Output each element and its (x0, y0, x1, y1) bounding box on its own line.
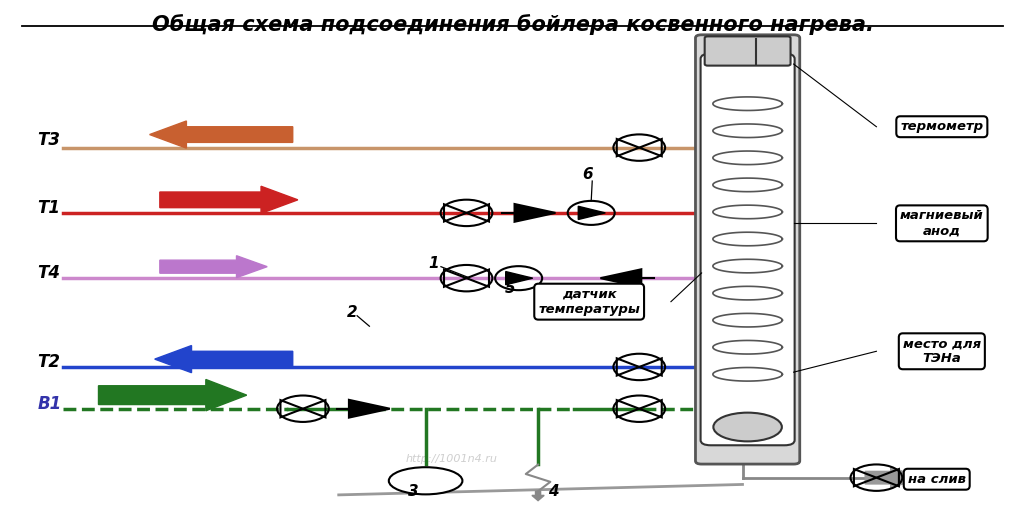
Text: В1: В1 (37, 395, 62, 413)
Text: 5: 5 (504, 281, 515, 296)
FancyArrow shape (160, 186, 298, 213)
Polygon shape (578, 206, 606, 219)
Text: Т3: Т3 (37, 131, 60, 149)
Text: место для
ТЭНа: место для ТЭНа (903, 337, 981, 365)
Text: 2: 2 (346, 306, 358, 320)
Ellipse shape (388, 467, 462, 495)
Text: термометр: термометр (900, 120, 983, 133)
FancyArrow shape (155, 345, 293, 373)
FancyBboxPatch shape (704, 36, 790, 66)
Text: Т4: Т4 (37, 264, 60, 282)
Text: 6: 6 (582, 167, 592, 182)
FancyBboxPatch shape (701, 54, 794, 445)
FancyArrow shape (160, 256, 268, 278)
Polygon shape (348, 400, 390, 417)
FancyArrow shape (865, 467, 921, 488)
Text: Т2: Т2 (37, 353, 60, 371)
Polygon shape (515, 204, 556, 222)
Text: Т1: Т1 (37, 199, 60, 217)
FancyArrow shape (532, 491, 544, 501)
Text: Общая схема подсоединения бойлера косвенного нагрева.: Общая схема подсоединения бойлера косвен… (152, 15, 873, 35)
Text: http://1001n4.ru: http://1001n4.ru (405, 454, 497, 464)
Text: 3: 3 (408, 485, 419, 499)
Text: датчик
температуры: датчик температуры (538, 288, 640, 316)
Text: на слив: на слив (908, 472, 966, 486)
FancyBboxPatch shape (696, 35, 800, 464)
FancyArrow shape (150, 121, 293, 148)
Text: 1: 1 (428, 256, 440, 271)
Polygon shape (601, 269, 642, 287)
Polygon shape (505, 271, 533, 285)
Ellipse shape (713, 413, 782, 442)
FancyArrow shape (98, 380, 247, 411)
Text: магниевый
анод: магниевый анод (900, 209, 984, 237)
Text: 4: 4 (548, 485, 559, 499)
